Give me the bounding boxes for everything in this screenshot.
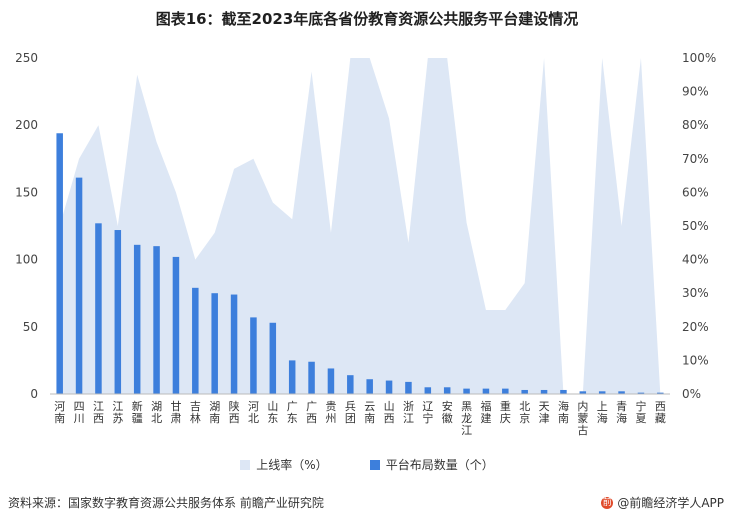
brand: 前 @前瞻经济学人APP xyxy=(601,494,724,511)
area-series-rate xyxy=(59,58,661,394)
bar-26 xyxy=(560,389,567,394)
x-tick-18: 浙江 xyxy=(403,400,414,425)
bar-21 xyxy=(463,388,470,394)
x-tick-28: 上海 xyxy=(597,400,608,425)
x-tick-8: 湖南 xyxy=(209,400,220,425)
x-tick-25: 天津 xyxy=(539,400,550,425)
y-right-tick-7: 70% xyxy=(682,152,709,166)
bar-27 xyxy=(579,391,587,394)
bar-14 xyxy=(327,368,335,394)
y-right-tick-5: 50% xyxy=(682,219,709,233)
x-tick-4: 新疆 xyxy=(132,399,143,425)
x-tick-12: 广东 xyxy=(287,400,298,425)
x-tick-1: 四川 xyxy=(74,400,85,425)
bar-10 xyxy=(250,317,257,394)
bar-6 xyxy=(172,256,180,394)
x-tick-31: 西藏 xyxy=(655,400,666,425)
y-left-tick-0: 0 xyxy=(30,387,38,401)
bar-22 xyxy=(482,388,490,394)
bar-24 xyxy=(521,389,528,394)
x-tick-9: 陕西 xyxy=(229,399,240,425)
legend-swatch-count xyxy=(369,459,380,470)
bar-2 xyxy=(95,223,102,394)
bar-23 xyxy=(502,388,509,394)
y-right-tick-6: 60% xyxy=(682,185,709,199)
brand-logo-icon: 前 xyxy=(601,496,614,509)
x-tick-2: 江西 xyxy=(93,400,104,425)
y-left-tick-5: 250 xyxy=(15,51,38,65)
bar-4 xyxy=(133,244,141,394)
x-tick-24: 北京 xyxy=(519,400,530,425)
bar-30 xyxy=(637,392,645,394)
bar-13 xyxy=(308,361,315,394)
x-tick-27: 内蒙古 xyxy=(577,399,588,437)
bar-16 xyxy=(366,379,373,394)
y-left-tick-2: 100 xyxy=(15,253,38,267)
x-tick-17: 山西 xyxy=(384,400,395,425)
bar-19 xyxy=(424,387,432,394)
bar-3 xyxy=(114,230,122,394)
x-tick-23: 重庆 xyxy=(500,399,511,425)
y-left-tick-1: 50 xyxy=(23,320,38,334)
x-tick-6: 甘肃 xyxy=(170,400,181,425)
bar-11 xyxy=(269,322,277,394)
x-tick-21: 黑龙江 xyxy=(461,400,472,437)
brand-label: @前瞻经济学人APP xyxy=(617,496,724,510)
x-tick-0: 河南 xyxy=(54,400,65,425)
x-tick-5: 湖北 xyxy=(151,400,162,425)
legend-swatch-rate xyxy=(240,459,251,470)
y-right-tick-3: 30% xyxy=(682,286,709,300)
bar-20 xyxy=(443,387,451,394)
y-right-tick-0: 0% xyxy=(682,387,701,401)
bar-18 xyxy=(405,381,412,394)
x-tick-29: 青海 xyxy=(616,400,627,425)
x-tick-11: 山东 xyxy=(267,400,278,425)
x-tick-7: 吉林 xyxy=(190,400,201,425)
bar-9 xyxy=(230,294,238,394)
bar-28 xyxy=(598,391,606,394)
bar-17 xyxy=(385,380,393,394)
bar-0 xyxy=(56,133,63,394)
x-tick-30: 宁夏 xyxy=(635,399,646,425)
y-right-tick-1: 10% xyxy=(682,353,709,367)
y-right-tick-9: 90% xyxy=(682,85,709,99)
bar-7 xyxy=(192,287,199,394)
chart-title: 图表16：截至2023年底各省份教育资源公共服务平台建设情况 xyxy=(155,10,579,28)
legend-label-rate: 上线率（%） xyxy=(256,458,328,472)
x-tick-16: 云南 xyxy=(364,400,375,425)
bar-31 xyxy=(657,392,664,394)
y-left-tick-4: 200 xyxy=(15,118,38,132)
bar-29 xyxy=(618,391,625,394)
x-tick-22: 福建 xyxy=(480,399,491,425)
x-tick-26: 海南 xyxy=(558,399,569,425)
bar-5 xyxy=(153,246,160,394)
x-tick-3: 江苏 xyxy=(112,400,123,425)
x-tick-15: 兵团 xyxy=(345,400,356,425)
x-tick-13: 广西 xyxy=(306,400,317,425)
x-tick-20: 安徽 xyxy=(442,399,453,425)
x-tick-14: 贵州 xyxy=(325,400,336,425)
legend-label-count: 平台布局数量（个） xyxy=(385,458,494,472)
source-note: 资料来源：国家数字教育资源公共服务体系 前瞻产业研究院 xyxy=(8,496,324,510)
legend-item-rate[interactable]: 上线率（%） xyxy=(240,456,328,473)
legend-item-count[interactable]: 平台布局数量（个） xyxy=(369,456,494,473)
y-right-tick-4: 40% xyxy=(682,253,709,267)
y-left-tick-3: 150 xyxy=(15,185,38,199)
legend: 上线率（%） 平台布局数量（个） xyxy=(0,456,734,473)
bar-8 xyxy=(211,293,218,394)
footer: 资料来源：国家数字教育资源公共服务体系 前瞻产业研究院 前 @前瞻经济学人APP xyxy=(8,494,724,514)
y-right-tick-2: 20% xyxy=(682,320,709,334)
bar-12 xyxy=(288,360,296,394)
bar-15 xyxy=(347,375,354,394)
x-tick-10: 河北 xyxy=(248,400,259,425)
y-right-tick-8: 80% xyxy=(682,118,709,132)
bar-25 xyxy=(540,389,548,394)
bar-1 xyxy=(75,177,83,394)
x-tick-19: 辽宁 xyxy=(422,400,433,425)
y-right-tick-10: 100% xyxy=(682,51,716,65)
